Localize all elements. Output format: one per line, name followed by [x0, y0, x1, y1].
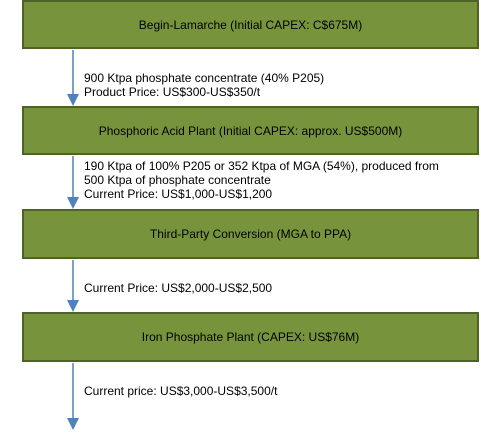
note-line: Current price: US$3,000-US$3,500/t	[84, 384, 278, 398]
step-iron-phosphate-plant: Iron Phosphate Plant (CAPEX: US$76M)	[22, 312, 479, 362]
note-line: Current Price: US$1,000-US$1,200	[84, 187, 273, 201]
note-concentrate: 900 Ktpa phosphate concentrate (40% P205…	[84, 71, 324, 99]
note-line: 500 Ktpa of phosphate concentrate	[84, 173, 271, 187]
step-label: Begin-Lamarche (Initial CAPEX: C$675M)	[138, 17, 363, 32]
step-begin-lamarche: Begin-Lamarche (Initial CAPEX: C$675M)	[22, 0, 479, 49]
step-phosphoric-acid-plant: Phosphoric Acid Plant (Initial CAPEX: ap…	[22, 106, 479, 155]
note-line: Product Price: US$300-US$350/t	[84, 85, 261, 99]
note-line: 900 Ktpa phosphate concentrate (40% P205…	[84, 71, 325, 85]
step-third-party-conversion: Third-Party Conversion (MGA to PPA)	[22, 209, 479, 259]
step-label: Third-Party Conversion (MGA to PPA)	[149, 227, 352, 241]
note-line: 190 Ktpa of 100% P205 or 352 Ktpa of MGA…	[84, 159, 439, 173]
step-label: Phosphoric Acid Plant (Initial CAPEX: ap…	[98, 123, 403, 138]
note-line: Current Price: US$2,000-US$2,500	[84, 281, 273, 295]
note-iron-phosphate: Current price: US$3,000-US$3,500/t	[84, 384, 277, 398]
step-label: Iron Phosphate Plant (CAPEX: US$76M)	[141, 330, 360, 344]
note-conversion: Current Price: US$2,000-US$2,500	[84, 281, 272, 295]
note-acid: 190 Ktpa of 100% P205 or 352 Ktpa of MGA…	[84, 159, 439, 201]
